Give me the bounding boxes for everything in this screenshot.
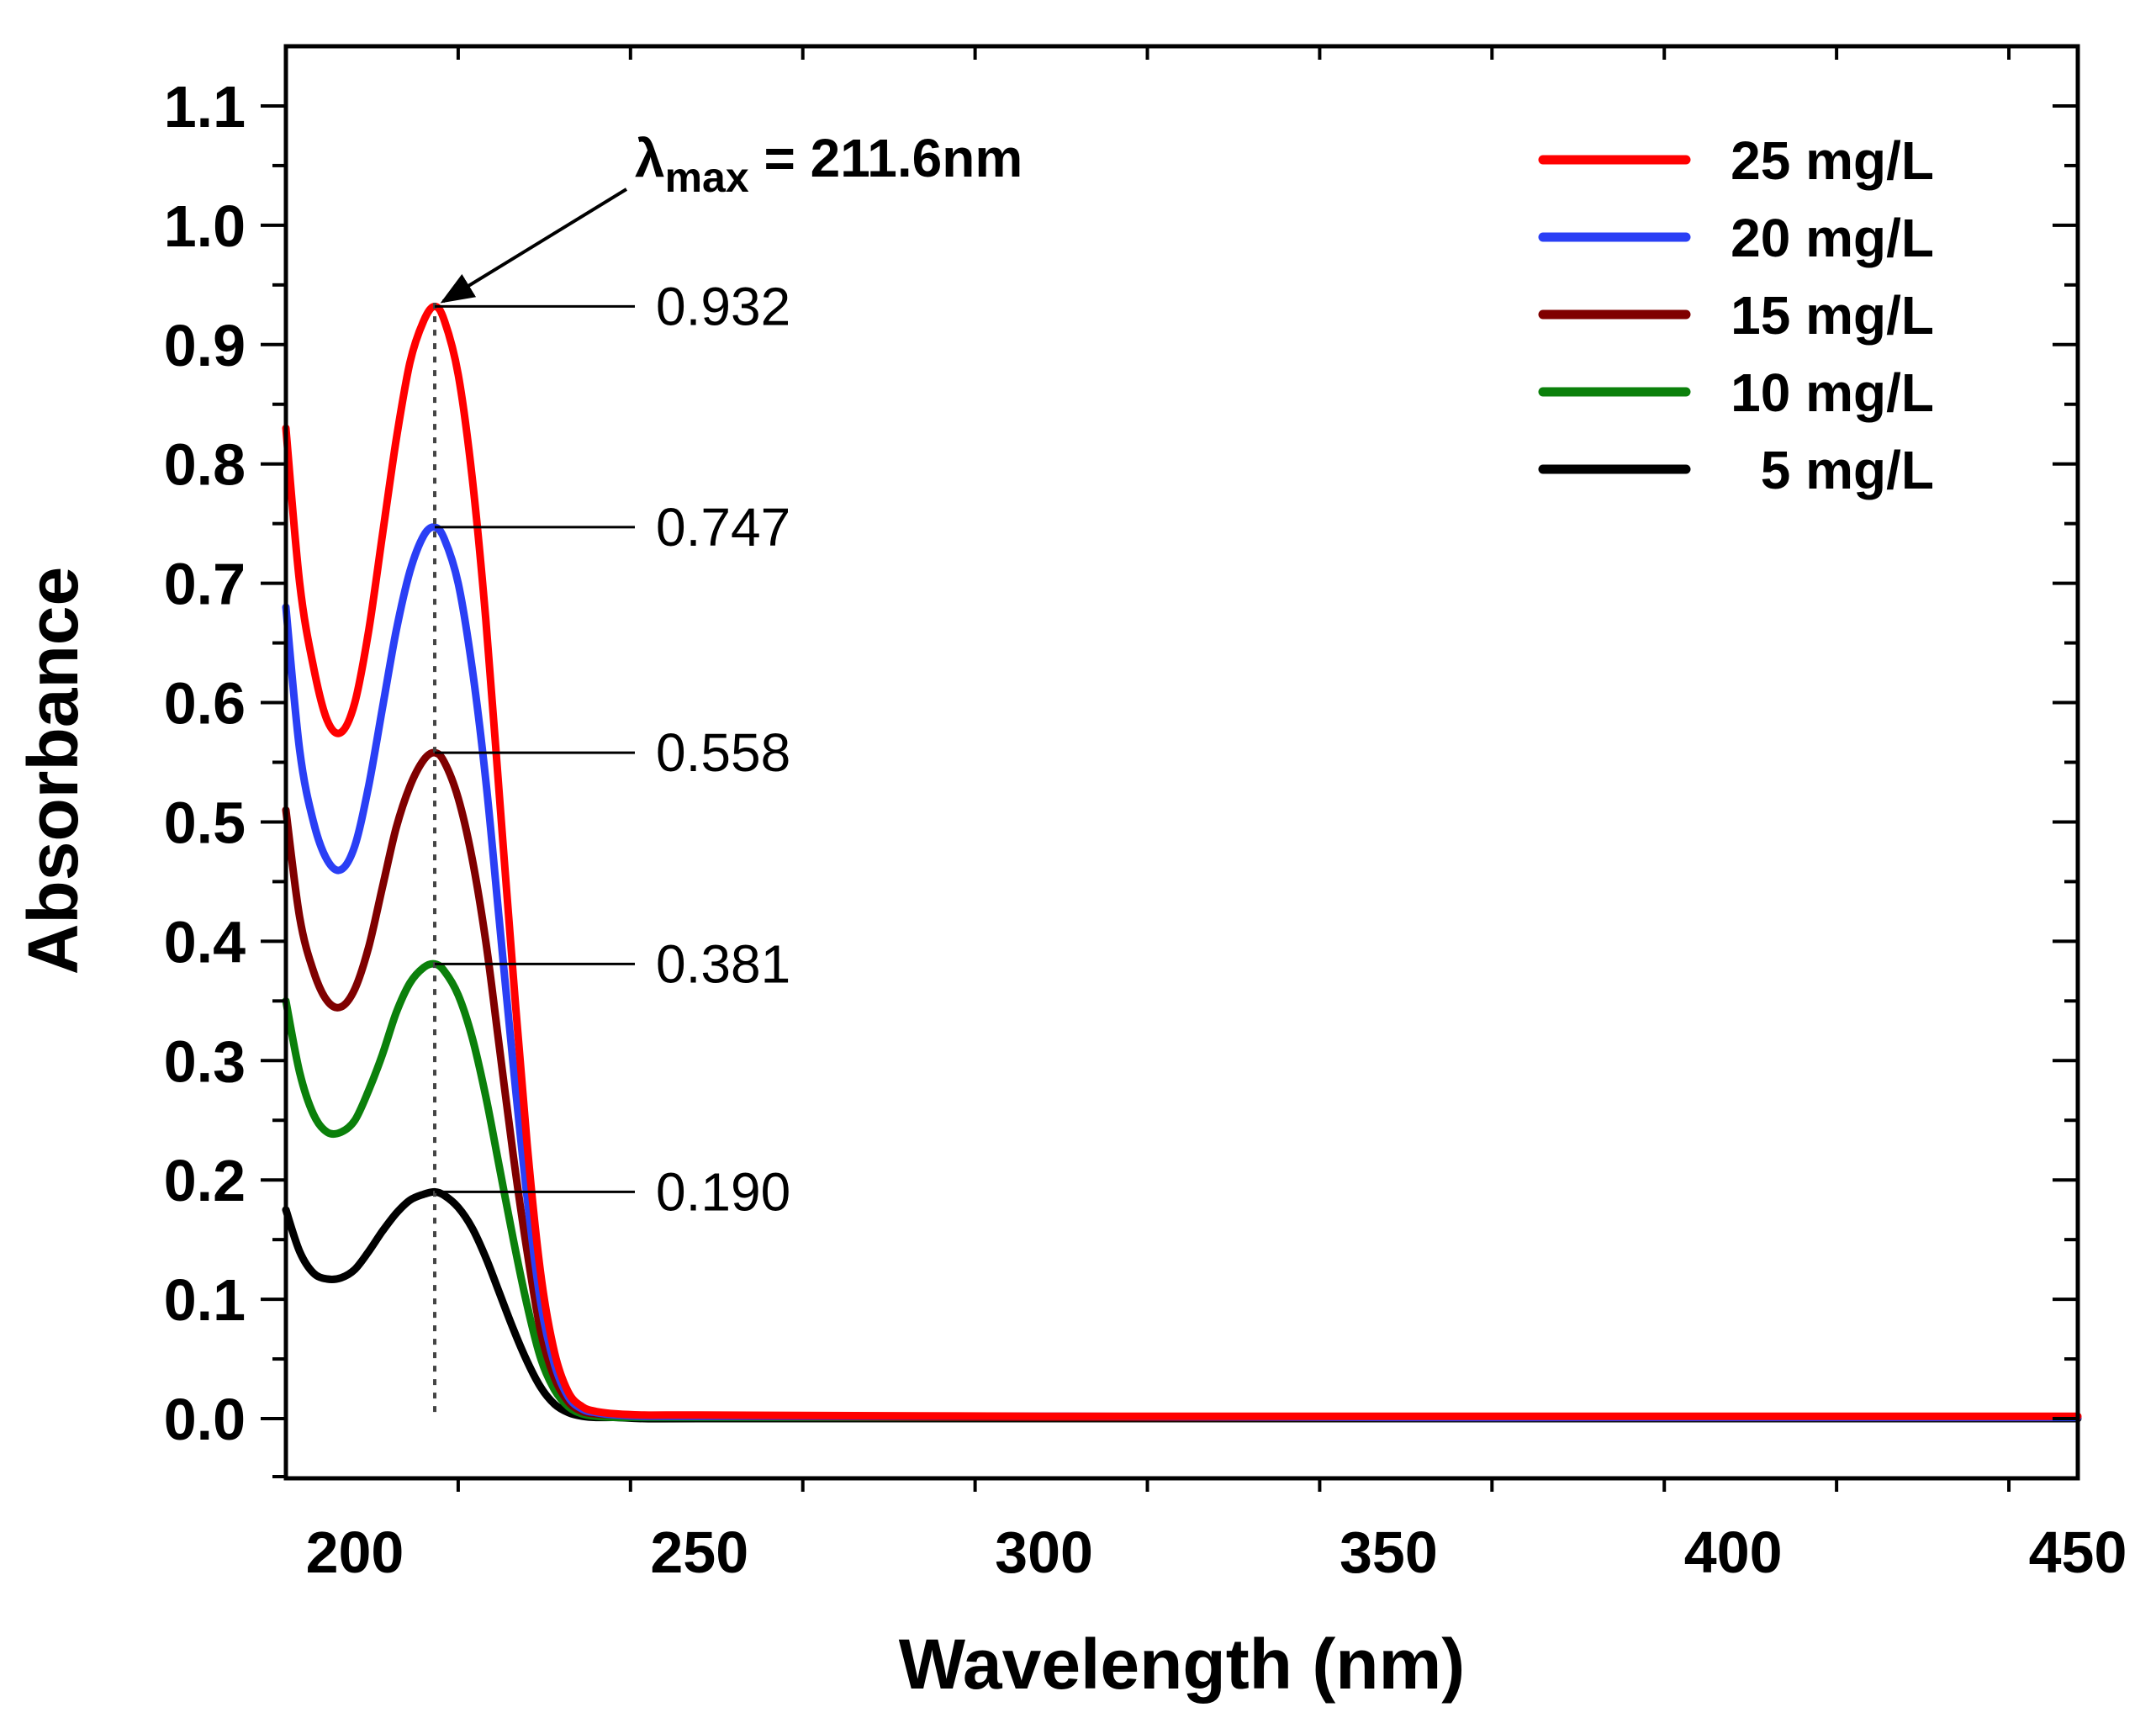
lambda-max-label: λmax = 211.6nm [635,128,1023,201]
legend-label: 5 mg/L [1761,440,1934,500]
y-tick-label: 0.5 [164,790,246,855]
y-tick-label: 0.8 [164,432,246,498]
series-lines [282,302,2082,1423]
lambda-subscript: max [665,154,749,201]
peak-value-label: 0.932 [656,276,790,336]
series-line-20-mg-l [282,523,2082,1422]
lambda-symbol: λ [635,128,665,188]
x-axis-title: Wavelength (nm) [899,1625,1466,1704]
series-line-25-mg-l [282,302,2082,1420]
x-tick-label: 400 [1684,1520,1783,1585]
x-tick-label: 300 [995,1520,1093,1585]
y-tick-label: 1.1 [164,74,246,140]
y-axis-title: Absorbance [13,567,92,975]
x-tick-label: 200 [306,1520,404,1585]
legend-label: 20 mg/L [1731,208,1934,268]
series-line-15-mg-l [282,748,2082,1422]
y-tick-label: 1.0 [164,193,246,259]
legend-label: 25 mg/L [1731,130,1934,191]
y-tick-label: 0.3 [164,1028,246,1094]
legend-label: 15 mg/L [1731,285,1934,346]
peak-value-label: 0.190 [656,1161,790,1222]
axis-labels: 200 250 300 350 400 450 0.0 0.1 0.2 0.3 0.4 0.5 0.6 0… [13,74,2127,1704]
legend-label: 10 mg/L [1731,362,1934,423]
y-tick-label: 0.0 [164,1387,246,1452]
y-tick-label: 0.6 [164,671,246,737]
axis-ticks [261,46,2078,1492]
y-tick-label: 0.1 [164,1267,246,1333]
annotations: 0.932 0.747 0.558 0.381 0.190 λmax = 211.6nm [433,128,1023,1419]
peak-value-label: 0.381 [656,933,790,994]
x-tick-label: 450 [2029,1520,2127,1585]
peak-value-label: 0.558 [656,722,790,783]
lambda-value: = 211.6nm [749,128,1023,188]
peak-value-label: 0.747 [656,497,790,558]
y-tick-label: 0.4 [164,909,246,975]
legend: 25 mg/L 20 mg/L 15 mg/L 10 mg/L 5 mg/L [1538,130,1934,500]
lambda-max-arrow [440,188,628,304]
x-tick-label: 250 [650,1520,748,1585]
y-tick-label: 0.9 [164,313,246,378]
y-tick-label: 0.2 [164,1148,246,1213]
y-tick-label: 0.7 [164,552,246,617]
x-tick-label: 350 [1340,1520,1438,1585]
